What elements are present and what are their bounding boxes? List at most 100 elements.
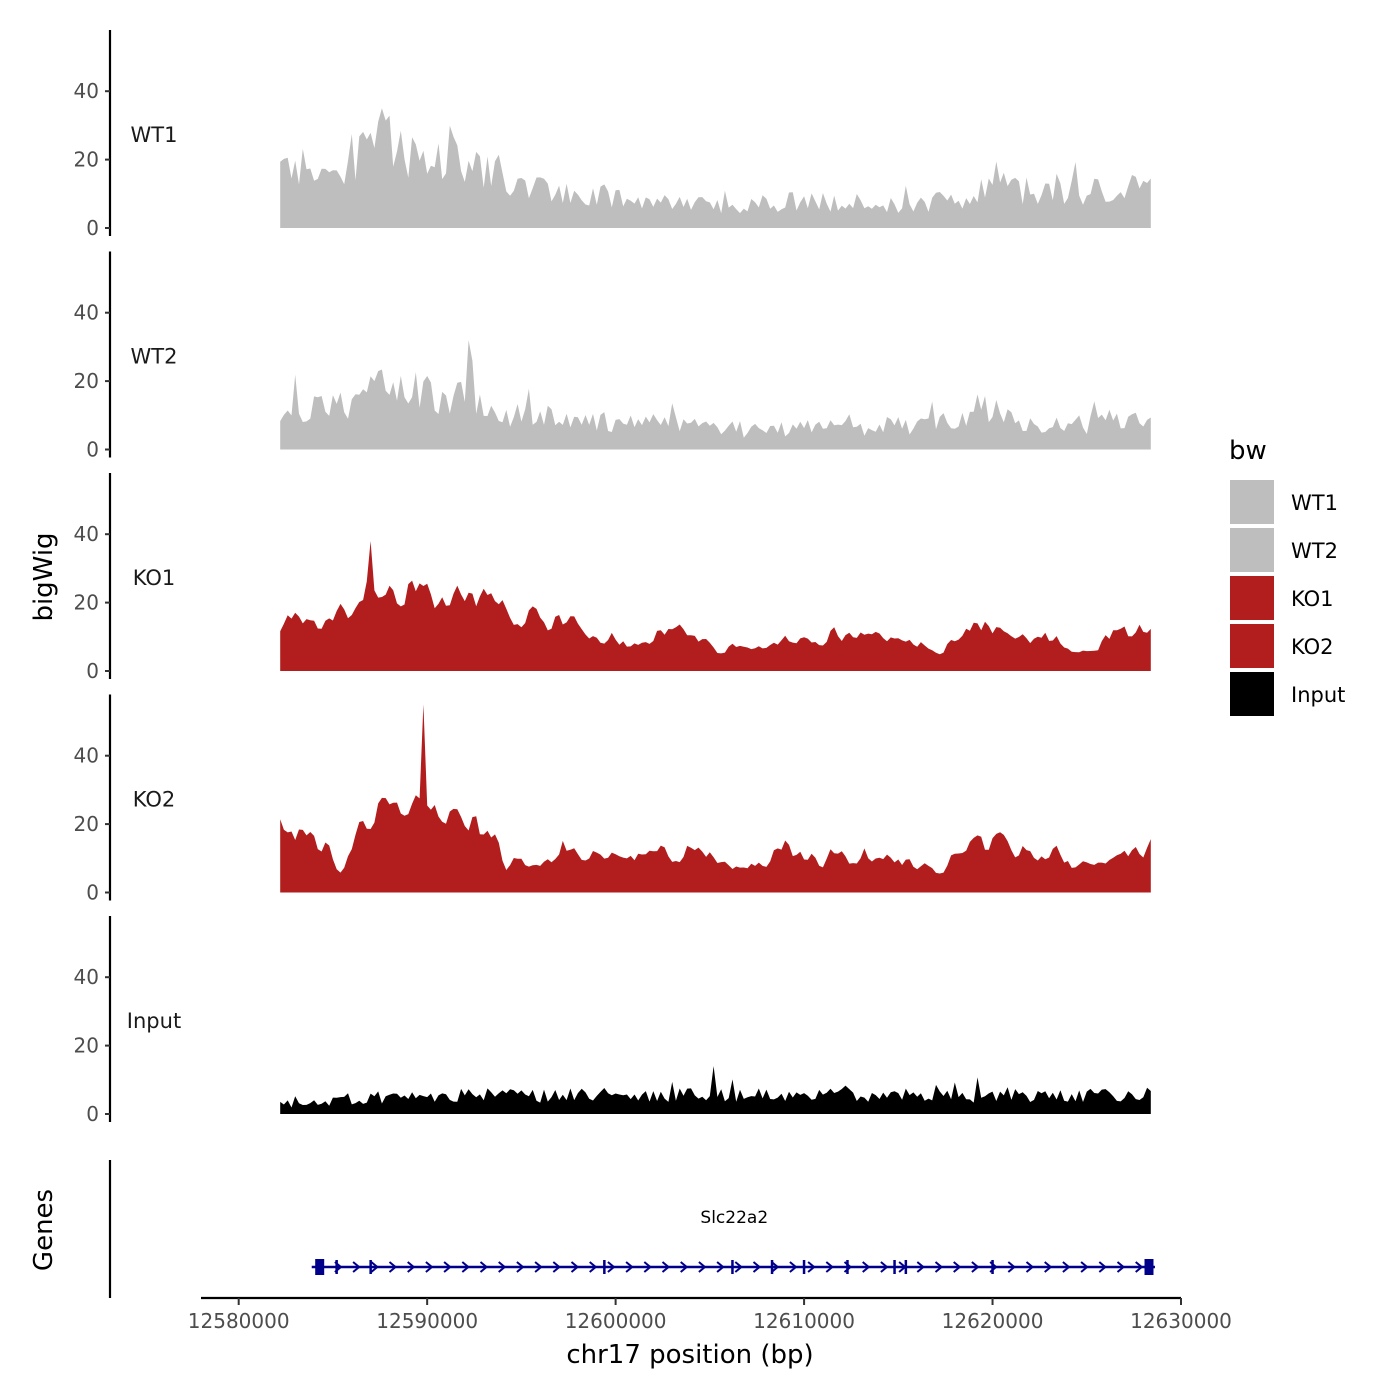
gene-strand-arrow (716, 1261, 725, 1273)
legend-swatch (1230, 480, 1274, 524)
x-axis: 12580000 12590000 12600000 12610000 12620000… (188, 1296, 1232, 1333)
gene-strand-arrow (953, 1261, 962, 1273)
legend-swatch (1230, 528, 1274, 572)
legend-title: bw (1229, 436, 1267, 466)
gene-strand-arrow (880, 1261, 889, 1273)
track-label: Input (127, 1009, 181, 1033)
gene-strand-arrow (534, 1261, 543, 1273)
y-tick-label: 40 (74, 522, 99, 546)
x-axis-title: chr17 position (bp) (566, 1340, 813, 1370)
gene-strand-arrow (589, 1261, 598, 1273)
gene-name-label: Slc22a2 (700, 1208, 768, 1228)
gene-strand-arrow (570, 1261, 580, 1273)
gene-strand-arrow (1080, 1261, 1089, 1273)
tracks-layer: 0 20 40 WT1 0 20 40 WT2 0 20 40 KO1 0 20 40 KO2 0 20 40 Inp… (74, 30, 1151, 1126)
x-tick-label: 12610000 (753, 1309, 855, 1333)
gene-strand-arrow (771, 1261, 780, 1273)
gene-strand-arrow (625, 1261, 634, 1273)
legend-label: KO1 (1291, 587, 1334, 611)
y-tick-label: 0 (86, 659, 99, 683)
gene-exon (770, 1260, 774, 1274)
x-tick-label: 12620000 (942, 1309, 1044, 1333)
gene-exon (731, 1260, 734, 1274)
gene-strand-arrow (916, 1261, 925, 1273)
gene-strand-arrow (825, 1261, 834, 1273)
signal-area-ko1 (280, 541, 1151, 671)
x-tick-label: 12600000 (565, 1309, 667, 1333)
x-tick-label: 12590000 (376, 1309, 478, 1333)
gene-strand-arrow (807, 1261, 816, 1273)
genes-panel: Slc22a2 (108, 1160, 1155, 1298)
legend-swatch (1230, 576, 1274, 620)
legend-swatch (1230, 672, 1274, 716)
y-tick-label: 20 (74, 1034, 99, 1058)
gene-strand-arrow (498, 1261, 507, 1273)
gene-strand-arrow (971, 1261, 980, 1273)
signal-area-wt1 (280, 108, 1151, 228)
x-tick-label: 12580000 (188, 1309, 290, 1333)
y-tick-label: 0 (86, 881, 99, 905)
gene-strand-arrow (407, 1261, 416, 1273)
y-tick-label: 40 (74, 965, 99, 989)
legend-label: WT1 (1291, 491, 1338, 515)
y-tick-label: 0 (86, 1102, 99, 1126)
gene-strand-arrow (698, 1261, 707, 1273)
y-tick-label: 0 (86, 216, 99, 240)
gene-strand-arrow (388, 1261, 398, 1273)
track-ko1: 0 20 40 KO1 (74, 473, 1151, 683)
track-label: KO2 (133, 788, 176, 812)
legend-swatch (1230, 624, 1274, 668)
gene-strand-arrow (352, 1261, 361, 1273)
y-tick-label: 40 (74, 79, 99, 103)
gene-strand-arrow (789, 1261, 798, 1273)
y-tick-label: 40 (74, 301, 99, 325)
gene-exon (904, 1260, 908, 1274)
genes-axis-title: Genes (29, 1189, 59, 1271)
legend-label: Input (1291, 683, 1345, 707)
gene-strand-arrow (680, 1261, 689, 1273)
y-tick-label: 20 (74, 591, 99, 615)
y-tick-label: 0 (86, 438, 99, 462)
track-wt1: 0 20 40 WT1 (74, 30, 1151, 240)
x-tick-label: 12630000 (1130, 1309, 1232, 1333)
gene-strand-arrow (425, 1261, 434, 1273)
gene-strand-arrow (1062, 1261, 1071, 1273)
gene-strand-arrow (1025, 1261, 1035, 1273)
gene-strand-arrow (1007, 1261, 1016, 1273)
signal-area-ko2 (280, 704, 1151, 893)
track-wt2: 0 20 40 WT2 (74, 251, 1151, 462)
gene-strand-arrow (643, 1261, 652, 1273)
y-tick-label: 20 (74, 148, 99, 172)
gene-exon (369, 1260, 372, 1274)
gene-strand-arrow (479, 1261, 489, 1273)
gene-strand-arrow (1135, 1261, 1144, 1273)
gene-exon (315, 1259, 325, 1275)
gene-exon (603, 1260, 606, 1274)
gene-exon (991, 1260, 994, 1274)
gene-exon (335, 1260, 338, 1274)
gene-strand-arrow (1044, 1261, 1053, 1273)
track-ko2: 0 20 40 KO2 (74, 694, 1151, 905)
y-tick-label: 40 (74, 744, 99, 768)
track-input: 0 20 40 Input (74, 916, 1151, 1126)
gene-strand-arrow (607, 1261, 616, 1273)
gene-strand-arrow (1116, 1261, 1126, 1273)
gene-strand-arrow (443, 1261, 452, 1273)
legend-label: WT2 (1291, 539, 1338, 563)
gene-strand-arrow (862, 1261, 871, 1273)
gene-strand-arrow (461, 1261, 470, 1273)
gene-exon (846, 1260, 849, 1274)
gene-exon (893, 1260, 896, 1274)
gene-strand-arrow (516, 1261, 525, 1273)
gene-strand-arrow (1098, 1261, 1107, 1273)
track-label: WT2 (131, 345, 178, 369)
gene-strand-arrow (370, 1261, 379, 1273)
gene-strand-arrow (734, 1261, 743, 1273)
signal-area-wt2 (280, 340, 1151, 450)
y-tick-label: 20 (74, 812, 99, 836)
gene-exon (1144, 1259, 1154, 1275)
gene-strand-arrow (934, 1261, 944, 1273)
y-axis-title: bigWig (29, 532, 59, 621)
track-label: KO1 (133, 566, 176, 590)
legend-label: KO2 (1291, 635, 1334, 659)
